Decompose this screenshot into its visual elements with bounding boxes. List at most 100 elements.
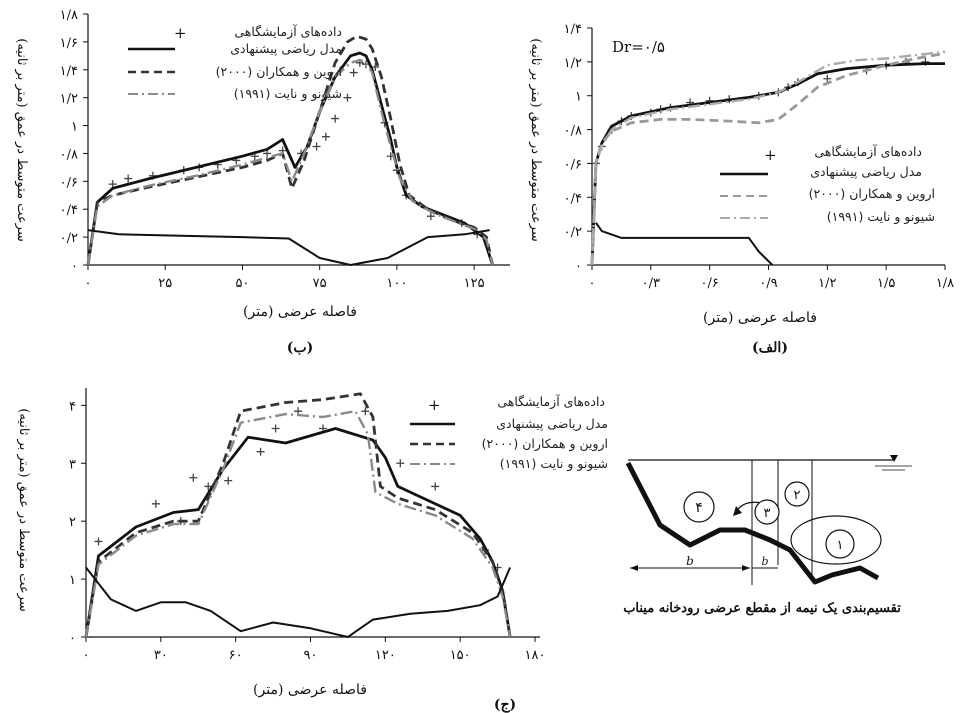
alef-legend-item-2: اروین و همکاران (۲۰۰۰) [809, 186, 935, 202]
jim-ytick-label: ۰ [69, 631, 76, 646]
alef-xtick-label: ۱/۵ [877, 276, 895, 291]
b-ytick-label: ۱/۲ [60, 92, 78, 107]
jim-legend-item-3: شیونو و نایت (۱۹۹۱) [500, 456, 608, 472]
alef-legend-item-3: شیونو و نایت (۱۹۹۱) [827, 209, 935, 225]
b-data-point [263, 149, 272, 158]
jim-ytick-label: ۳ [69, 457, 76, 472]
zone-4-circle [683, 491, 715, 523]
zone-label-2: ۲ [794, 488, 801, 503]
jim-legend-item-0: داده‌های آزمایشگاهی [497, 394, 605, 410]
b-legend-marker-icon: + [174, 24, 187, 42]
alef-xtick-label: ۰/۳ [642, 276, 660, 291]
b-xtick-label: ۲۵ [158, 276, 172, 291]
b-ytick-label: ۰/۸ [60, 147, 78, 162]
b-data-point [108, 180, 117, 189]
jim-legend-marker-icon: + [428, 396, 441, 414]
b-data-point [343, 93, 352, 102]
zone-label-4: ۴ [695, 500, 703, 516]
b-ytick-label: ۰ [71, 259, 78, 274]
b-legend-item-3: شیونو و نایت (۱۹۹۱) [234, 86, 342, 102]
jim-data-point [431, 482, 440, 491]
riverbed-profile [625, 461, 880, 585]
panel-b: ۰ ۲۵ ۵۰ ۷۵ ۱۰۰ ۱۲۵۰۰/۲۰/۴۰/۶۰/۸۱۱/۲۱/۴۱/۶۱/۸ … [14, 8, 510, 356]
jim-ylabel: سرعت متوسط در عمق (متر بر ثانیه) [16, 408, 31, 611]
jim-ytick-label: ۲ [69, 515, 76, 530]
water-level-icon [890, 455, 898, 462]
b-data-point [331, 114, 340, 123]
vortex-1 [790, 515, 882, 565]
alef-caption: (الف) [752, 340, 788, 356]
alef-ytick-label: ۰/۶ [564, 157, 582, 172]
b-xtick-label: ۱۰۰ [386, 276, 407, 291]
b-ylabel: سرعت متوسط در عمق (متر بر ثانیه) [14, 38, 29, 241]
jim-xtick-label: ۹۰ [304, 648, 318, 663]
alef-xtick-label: ۰/۹ [759, 276, 777, 291]
b-xtick-label: ۱۲۵ [464, 276, 485, 291]
b-ytick-label: ۱/۴ [60, 64, 78, 79]
jim-xtick-label: ۳۰ [154, 648, 168, 663]
zone-1-circle [825, 529, 855, 559]
b-ytick-label: ۱ [71, 120, 78, 135]
jim-xtick-label: ۰ [83, 648, 90, 663]
jim-series-line-1 [84, 427, 512, 638]
b-xtick-label: ۵۰ [235, 276, 249, 291]
alef-legend: + داده‌های آزمایشگاهی مدل ریاضی پیشنهادی… [720, 144, 935, 225]
alef-ytick-label: ۰ [575, 259, 582, 274]
b-legend-item-2: اروین و همکاران (۲۰۰۰) [216, 64, 342, 80]
jim-data-point [396, 459, 405, 468]
b-legend-item-0: داده‌های آزمایشگاهی [234, 24, 342, 40]
b-ytick-label: ۰/۶ [60, 175, 78, 190]
jim-ytick-label: ۴ [69, 399, 76, 414]
jim-data-point [256, 447, 265, 456]
alef-xtick-label: ۰/۶ [700, 276, 718, 291]
b-series-line-3 [86, 58, 494, 266]
jim-legend: + داده‌های آزمایشگاهی مدل ریاضی پیشنهادی… [410, 394, 608, 472]
arrow-head-icon [733, 506, 742, 516]
jim-data-point [294, 407, 303, 416]
jim-caption: (ج) [494, 697, 516, 713]
jim-series-line-4 [85, 566, 512, 638]
alef-xlabel: فاصله عرضی (متر) [703, 310, 817, 326]
alef-xtick-label: ۱/۲ [818, 276, 836, 291]
jim-series-line-2 [84, 392, 512, 638]
alef-ytick-label: ۰/۸ [564, 124, 582, 139]
alef-ytick-label: ۰/۲ [564, 225, 582, 240]
alef-ytick-label: ۱ [575, 90, 582, 105]
alef-series-line-2 [590, 52, 946, 266]
jim-data-point [224, 476, 233, 485]
jim-data-point [271, 424, 280, 433]
jim-legend-item-2: اروین و همکاران (۲۰۰۰) [482, 436, 608, 452]
alef-xtick-label: ۱/۸ [936, 276, 954, 291]
b-series-line-1 [86, 51, 494, 266]
b-data-point [124, 174, 133, 183]
b-legend: + داده‌های آزمایشگاهی مدل ریاضی پیشنهادی… [128, 24, 342, 102]
b-data-point [349, 68, 358, 77]
alef-xtick-label: ۰ [589, 276, 596, 291]
b-caption: (ب) [287, 340, 313, 356]
alef-ytick-label: ۱/۲ [564, 56, 582, 71]
jim-series-line-3 [84, 410, 512, 638]
alef-data-point [823, 74, 832, 83]
zone-label-3: ۳ [764, 506, 771, 521]
b-ytick-label: ۰/۴ [60, 203, 78, 218]
jim-xtick-label: ۱۲۰ [375, 648, 396, 663]
jim-ytick-label: ۱ [69, 573, 76, 588]
jim-data-point [361, 407, 370, 416]
b-data-point [371, 62, 380, 71]
b-data-point [426, 212, 435, 221]
alef-ylabel: سرعت متوسط در عمق (متر بر ثانیه) [528, 38, 543, 241]
panel-jim: ۰ ۳۰ ۶۰ ۹۰ ۱۲۰ ۱۵۰ ۱۸۰ ۰ ۱ ۲ ۳ ۴ فاصله عرضی (متر) س… [16, 388, 608, 713]
alef-legend-item-0: داده‌های آزمایشگاهی [814, 144, 922, 160]
jim-data-point [151, 499, 160, 508]
b-data-point [321, 132, 330, 141]
b-xlabel: فاصله عرضی (متر) [243, 304, 357, 320]
alef-legend-item-1: مدل ریاضی پیشنهادی [810, 164, 922, 180]
b-legend-item-1: مدل ریاضی پیشنهادی [230, 41, 342, 57]
diagram-caption: تقسیم‌بندی یک نیمه از مقطع عرضی رودخانه … [623, 601, 901, 616]
jim-data-point [94, 537, 103, 546]
b-xtick-label: ۷۵ [313, 276, 327, 291]
b-ytick-label: ۰/۲ [60, 231, 78, 246]
b-data-point [312, 142, 321, 151]
width-label-2: b [761, 555, 768, 568]
